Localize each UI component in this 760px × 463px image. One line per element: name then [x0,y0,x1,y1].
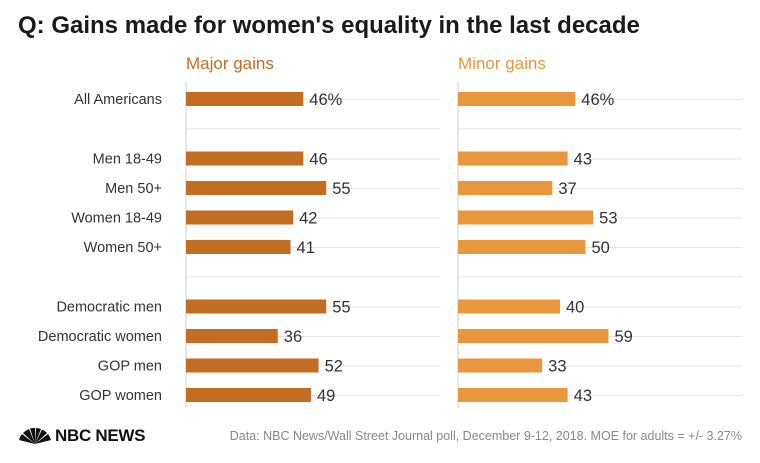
chart-title: Q: Gains made for women's equality in th… [18,12,640,39]
panel-title: Major gains [186,54,274,73]
bar [186,151,304,166]
category-label: Men 50+ [105,181,162,197]
data-label: 55 [332,180,350,198]
bar [458,299,560,314]
data-label: 33 [548,358,566,376]
bar [186,358,319,373]
nbc-news-logo: NBC NEWS [18,426,145,446]
data-label: 50 [592,239,610,257]
category-label: GOP women [79,388,162,404]
category-label: Women 50+ [84,240,162,256]
category-label: Democratic women [38,329,162,345]
peacock-icon [19,427,51,444]
bar [458,181,553,195]
category-label: GOP men [98,359,162,375]
bar [458,240,586,254]
category-label: Women 18-49 [71,211,162,227]
data-label: 42 [299,210,317,228]
bar [186,388,311,402]
bar [458,388,568,402]
bar [458,151,568,166]
data-label: 59 [614,328,632,346]
data-label: 46 [309,151,327,169]
data-label: 36 [284,328,302,346]
bar [186,299,327,314]
bar [186,329,278,343]
category-label: Democratic men [56,300,162,316]
bar [186,210,294,225]
data-label: 37 [558,180,576,198]
bar [458,210,594,225]
data-label: 41 [297,239,315,257]
data-label: 46% [581,91,614,109]
bar [458,358,543,373]
source-note: Data: NBC News/Wall Street Journal poll,… [229,429,742,443]
data-label: 49 [317,387,335,405]
bar [458,92,576,106]
data-label: 53 [599,210,617,228]
bar [186,240,291,254]
category-label: All Americans [74,92,162,108]
data-label: 43 [574,151,592,169]
bar [458,329,609,343]
category-label: Men 18-49 [93,152,162,168]
data-label: 40 [566,299,584,317]
panel-title: Minor gains [458,54,546,73]
data-label: 52 [325,358,343,376]
bar [186,181,327,195]
data-label: 55 [332,299,350,317]
bar [186,92,304,106]
data-label: 43 [574,387,592,405]
data-label: 46% [309,91,342,109]
logo-wordmark: NBC NEWS [55,426,146,445]
